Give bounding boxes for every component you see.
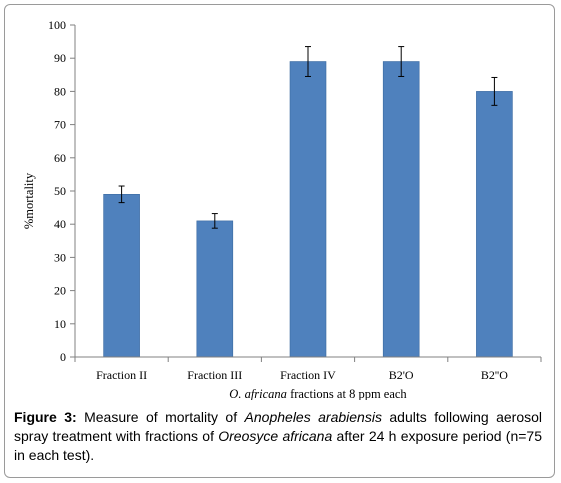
bar-fraction-iv [289,61,327,358]
y-tick-label: 10 [54,317,66,331]
caption-text-2: adults following aerosol spray treatment… [14,409,543,444]
y-tick-label: 70 [54,118,66,132]
bar-b2-o [382,61,420,358]
caption-text-1: Measure of mortality of [76,409,245,425]
bar-fraction-iii [196,220,234,358]
y-tick-label: 30 [54,250,66,264]
error-bar [118,185,125,204]
caption-label: Figure 3: [14,409,77,425]
error-bar [211,213,218,229]
y-axis-title: %mortality [22,172,36,229]
y-tick-label: 90 [54,51,66,65]
y-tick-label: 50 [54,184,66,198]
bar-b2-o [476,91,513,358]
x-tick-label: B2''O [481,368,508,382]
x-axis-title-italic: O. africana [229,387,287,400]
error-bar [305,46,311,77]
x-tick-label: Fraction IV [280,368,336,382]
x-tick-label: Fraction III [187,368,242,382]
x-axis-title: O. africana fractions at 8 ppm each [229,387,407,400]
y-tick-label: 40 [54,217,66,231]
error-bars [118,46,498,229]
figure-caption: Figure 3: Measure of mortality of Anophe… [14,408,542,465]
y-tick-label: 60 [54,151,66,165]
caption-text-3: after 24 h exposure period (n=75 in each… [14,428,542,463]
x-axis-tick-labels: Fraction II Fraction III Fraction IV B2'O B2… [74,357,542,382]
x-tick-label: Fraction II [96,368,147,382]
y-axis-ticks: 0 10 20 30 40 50 60 70 80 90 100 [48,18,75,364]
error-bar [491,76,498,106]
figure-frame [4,4,555,478]
x-axis-title-rest: fractions at 8 ppm each [287,387,407,400]
error-bar [398,46,405,77]
x-tick-label: B2'O [389,368,414,382]
bar-fraction-ii [103,194,140,358]
y-tick-label: 20 [54,284,66,298]
y-tick-label: 100 [48,18,66,32]
bars [103,61,513,358]
caption-species: Anopheles arabiensis [244,409,382,425]
y-tick-label: 80 [54,84,66,98]
y-tick-label: 0 [60,350,66,364]
caption-plant: Oreosyce africana [218,428,333,444]
